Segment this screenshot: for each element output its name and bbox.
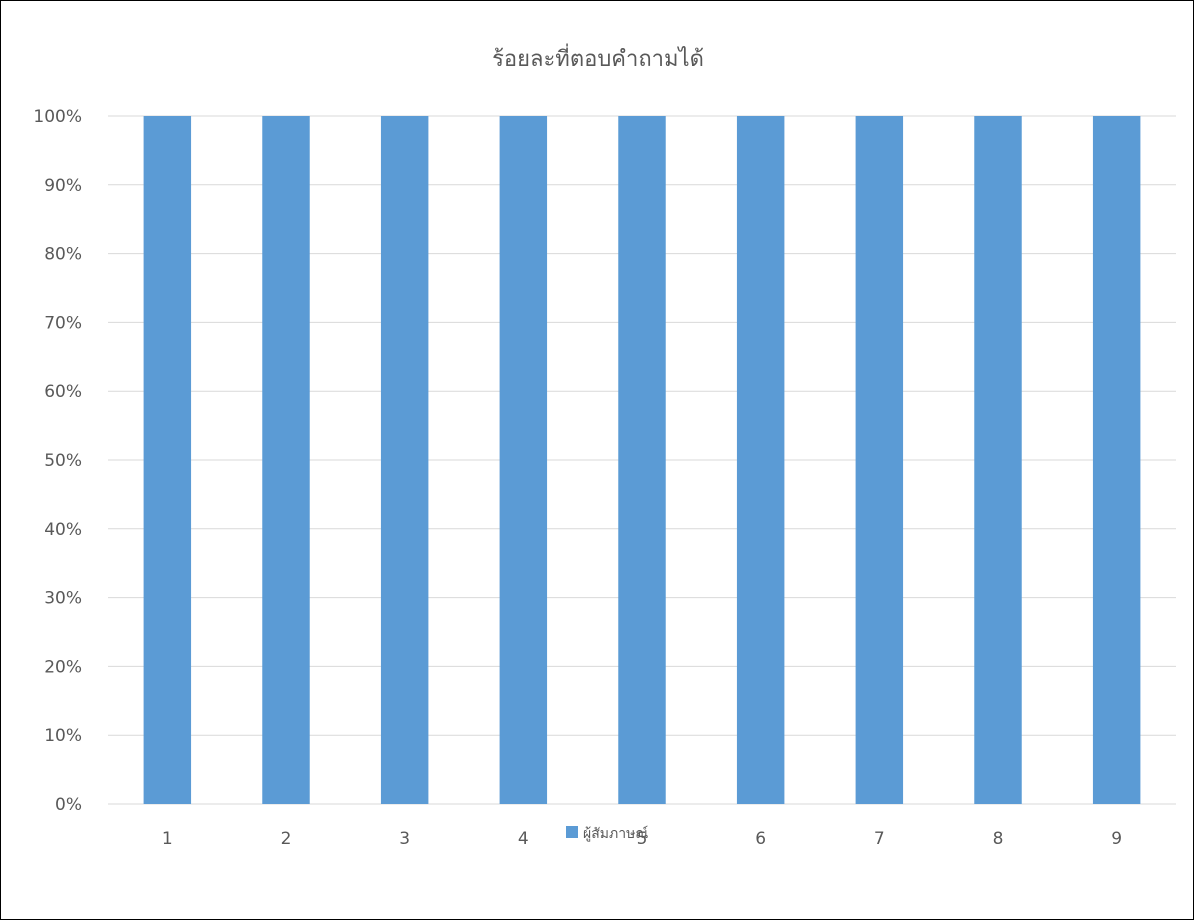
bar	[143, 116, 192, 804]
y-tick-label: 70%	[44, 313, 82, 333]
y-tick-label: 10%	[44, 726, 82, 746]
y-tick-label: 0%	[55, 795, 82, 815]
bar	[380, 116, 429, 804]
y-tick-label: 50%	[44, 451, 82, 471]
bar	[855, 116, 904, 804]
x-tick-label: 2	[281, 829, 292, 849]
x-tick-label: 5	[637, 829, 648, 849]
bar	[262, 116, 310, 804]
y-tick-label: 20%	[44, 657, 82, 677]
x-tick-label: 8	[993, 829, 1004, 849]
y-tick-label: 80%	[44, 245, 82, 265]
bar	[618, 116, 666, 804]
y-axis-tick-labels: 0% 10% 20% 30% 40% 50% 60% 70% 80% 90% 100%	[33, 107, 82, 815]
y-tick-label: 60%	[44, 382, 82, 402]
x-tick-label: 4	[518, 829, 529, 849]
bar	[1092, 116, 1141, 804]
x-tick-label: 6	[755, 829, 766, 849]
x-axis-tick-labels: 1 2 3 4 5 6 7 8 9	[162, 829, 1122, 849]
x-tick-label: 9	[1111, 829, 1122, 849]
y-tick-label: 30%	[44, 589, 82, 609]
bar	[974, 116, 1022, 804]
bar	[736, 116, 785, 804]
y-tick-label: 100%	[33, 107, 82, 127]
legend-label: ผู้สัมภาษณ์	[583, 825, 648, 842]
x-tick-label: 7	[874, 829, 885, 849]
legend-swatch	[566, 826, 578, 838]
chart-title: ร้อยละที่ตอบคำถามได้	[492, 43, 704, 72]
bars	[143, 116, 1141, 804]
x-tick-label: 3	[399, 829, 410, 849]
bar	[499, 116, 548, 804]
y-tick-label: 90%	[44, 176, 82, 196]
y-tick-label: 40%	[44, 520, 82, 540]
legend: ผู้สัมภาษณ์	[566, 825, 648, 842]
x-tick-label: 1	[162, 829, 173, 849]
